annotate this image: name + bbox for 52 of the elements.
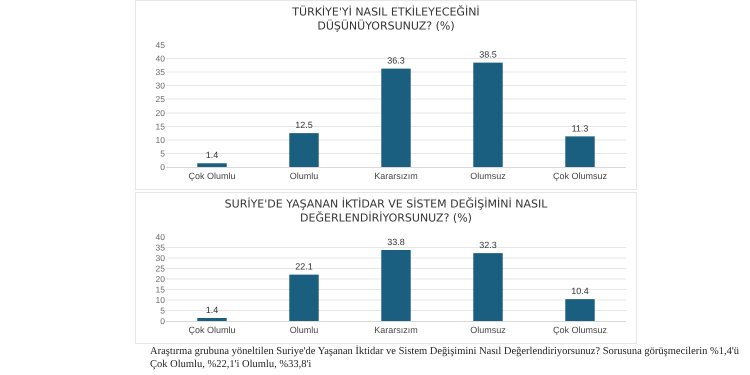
data-label: 33.8 [387, 237, 405, 248]
data-label: 12.5 [295, 120, 313, 130]
data-label: 10.4 [571, 286, 589, 296]
y-tick-label: 35 [156, 242, 166, 252]
x-tick-label: Olumlu [290, 170, 318, 181]
bar [289, 274, 319, 321]
data-label: 36.3 [387, 56, 405, 66]
y-tick-label: 25 [156, 263, 166, 274]
bar [197, 318, 227, 321]
y-tick-label: 30 [156, 80, 166, 91]
y-tick-label: 20 [156, 274, 166, 284]
bar [473, 253, 503, 321]
bar [565, 299, 595, 321]
x-tick-label: Çok Olumlu [188, 324, 236, 335]
bar [197, 163, 227, 167]
y-tick-label: 10 [156, 134, 166, 145]
x-tick-label: Kararsızım [374, 324, 418, 335]
text: Araştırma grubuna yöneltilen Suriye'de Yaşanan İktidar ve Sistem Değişimini Nasıl Değerlendiriyorsunuz? Sorusuna görüşmecilerin %1,4'ü Çok Olumlu, %22,1'i Olumlu, %33,8'i [150, 345, 740, 371]
y-tick-label: 5 [160, 148, 166, 158]
x-tick-label: Olumlu [290, 324, 318, 335]
y-tick-label: 30 [156, 252, 166, 263]
chart-title: TÜRKİYE'Yİ NASIL ETKİLEYECEĞİNİ DÜŞÜNÜYORSUNUZ? (%) [291, 4, 480, 33]
data-label: 1.4 [206, 305, 218, 316]
x-tick-label: Çok Olumsuz [552, 170, 608, 181]
data-label: 38.5 [479, 50, 497, 60]
y-tick-label: 25 [156, 94, 166, 104]
bar [565, 136, 595, 167]
chart-title: SURİYE'DE YAŞANAN İKTİDAR VE SİSTEM DEĞİŞİMİNİ NASIL DEĞERLENDİRİYORSUNUZ? (%) [224, 196, 548, 225]
data-label: 1.4 [206, 150, 218, 160]
x-tick-label: Çok Olumsuz [552, 324, 608, 335]
bar [473, 62, 503, 167]
data-label: 32.3 [479, 240, 497, 250]
y-tick-label: 0 [160, 316, 166, 326]
y-tick-label: 40 [156, 232, 166, 242]
bar [381, 68, 411, 167]
x-tick-label: Çok Olumlu [188, 170, 236, 181]
y-tick-label: 5 [160, 305, 166, 316]
bar [381, 250, 411, 321]
x-tick-label: Kararsızım [374, 170, 418, 181]
y-tick-label: 10 [156, 294, 166, 305]
y-tick-label: 45 [156, 40, 166, 50]
x-tick-label: Olumsuz [470, 324, 506, 335]
data-label: 11.3 [572, 123, 588, 134]
y-tick-label: 20 [156, 108, 166, 118]
data-label: 22.1 [295, 262, 313, 272]
y-tick-label: 40 [156, 54, 166, 64]
x-tick-label: Olumsuz [470, 170, 506, 181]
y-tick-label: 0 [160, 162, 166, 172]
y-tick-label: 15 [156, 284, 166, 294]
y-tick-label: 35 [156, 67, 166, 78]
y-tick-label: 15 [156, 121, 166, 132]
bar [289, 133, 319, 167]
